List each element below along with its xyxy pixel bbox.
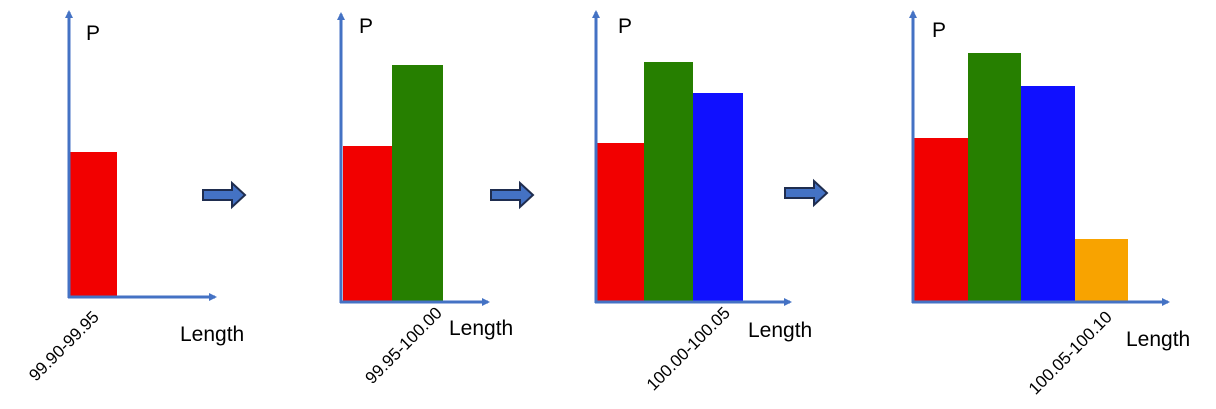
y-label: P — [618, 15, 632, 38]
x-label: Length — [1126, 328, 1190, 351]
step-arrow — [490, 180, 535, 210]
bar — [968, 53, 1021, 302]
bin-label: 100.05-100.10 — [1025, 307, 1116, 398]
bar — [392, 65, 443, 302]
panel: P Length 100.05-100.10 — [909, 10, 1190, 398]
bar — [914, 138, 968, 302]
bar — [1075, 239, 1128, 302]
step-arrow — [202, 180, 247, 210]
bin-label: 99.95-100.00 — [362, 303, 446, 387]
bar — [343, 146, 392, 302]
x-label: Length — [180, 323, 244, 346]
y-label: P — [86, 22, 100, 45]
panel: P Length 99.95-100.00 — [337, 12, 513, 388]
x-label: Length — [449, 317, 513, 340]
bar — [597, 143, 644, 302]
bar — [644, 62, 693, 302]
bar — [70, 152, 117, 297]
bar — [1021, 86, 1075, 302]
y-label: P — [932, 19, 946, 42]
bar — [693, 93, 743, 302]
y-label: P — [359, 15, 373, 38]
panel: P Length 100.00-100.05 — [592, 10, 812, 394]
bin-label: 99.90-99.95 — [25, 307, 103, 385]
bin-label: 100.00-100.05 — [643, 303, 734, 394]
step-arrow — [784, 178, 829, 208]
x-label: Length — [748, 319, 812, 342]
